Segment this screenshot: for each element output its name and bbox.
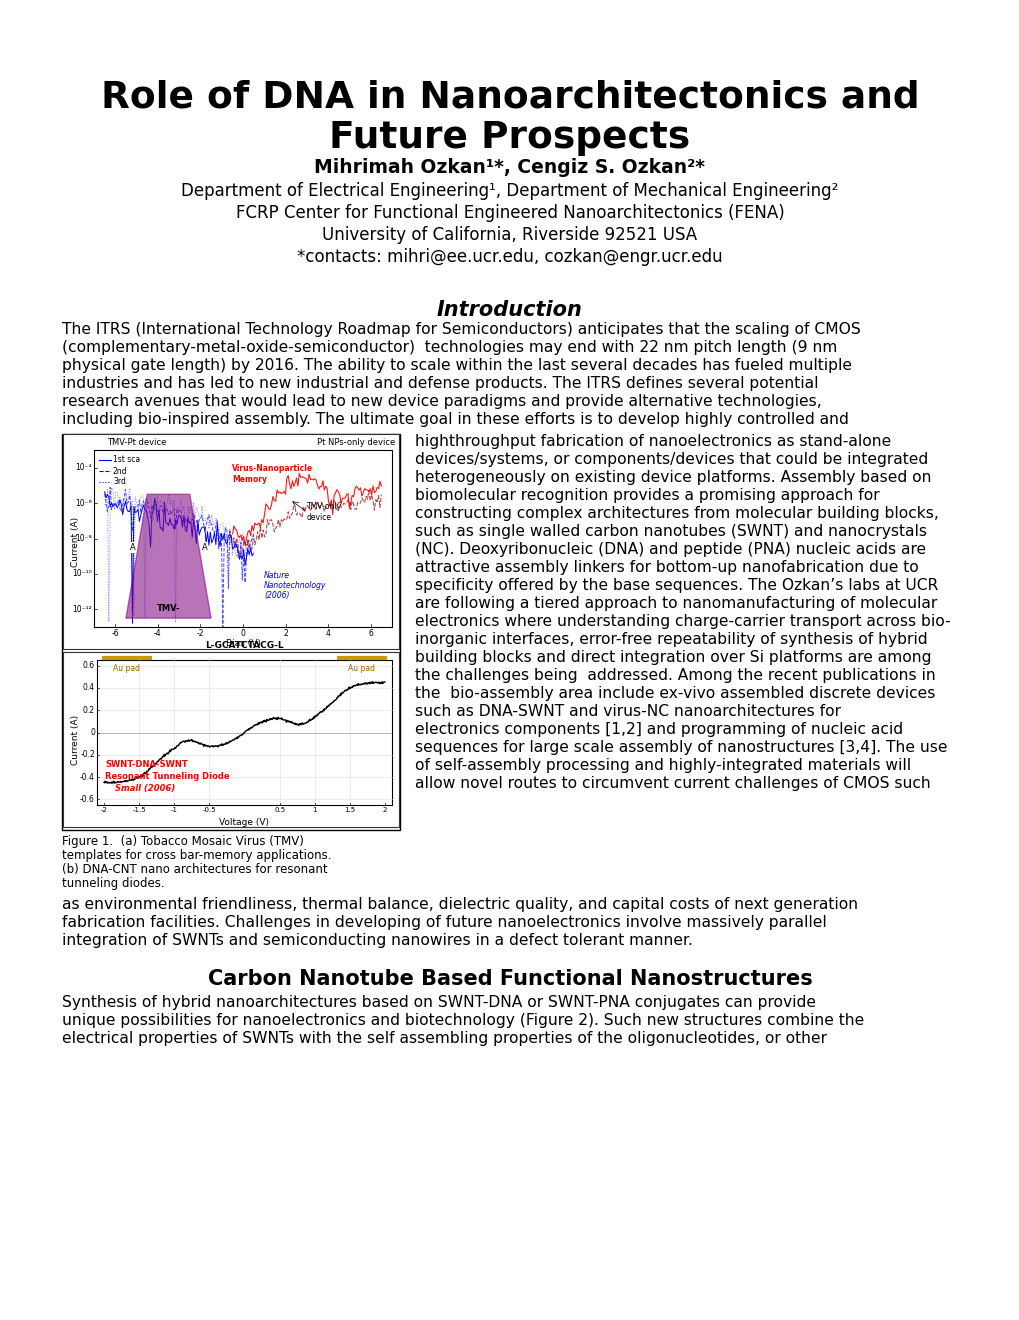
Text: are following a tiered approach to nanomanufacturing of molecular: are following a tiered approach to nanom…: [415, 597, 936, 611]
Text: the challenges being  addressed. Among the recent publications in: the challenges being addressed. Among th…: [415, 668, 934, 682]
Text: Au pad: Au pad: [348, 664, 375, 673]
Text: -2: -2: [101, 807, 107, 813]
Text: TMV-: TMV-: [157, 603, 180, 612]
Text: The ITRS (International Technology Roadmap for Semiconductors) anticipates that : The ITRS (International Technology Roadm…: [62, 322, 860, 337]
Text: as environmental friendliness, thermal balance, dielectric quality, and capital : as environmental friendliness, thermal b…: [62, 898, 857, 912]
Text: 10⁻¹²: 10⁻¹²: [72, 605, 92, 614]
Text: 2nd: 2nd: [113, 466, 127, 475]
Text: electronics where understanding charge-carrier transport across bio-: electronics where understanding charge-c…: [415, 614, 950, 630]
Text: 0: 0: [90, 729, 95, 737]
Text: such as DNA-SWNT and virus-NC nanoarchitectures for: such as DNA-SWNT and virus-NC nanoarchit…: [415, 704, 841, 719]
Text: A: A: [202, 543, 207, 552]
Text: highthroughput fabrication of nanoelectronics as stand-alone: highthroughput fabrication of nanoelectr…: [415, 434, 891, 449]
Text: 1: 1: [312, 807, 317, 813]
Text: unique possibilities for nanoelectronics and biotechnology (Figure 2). Such new : unique possibilities for nanoelectronics…: [62, 1012, 863, 1028]
Text: Figure 1.  (a) Tobacco Mosaic Virus (TMV): Figure 1. (a) Tobacco Mosaic Virus (TMV): [62, 836, 304, 847]
FancyBboxPatch shape: [63, 434, 398, 649]
Text: Voltage (V): Voltage (V): [219, 818, 269, 828]
Text: integration of SWNTs and semiconducting nanowires in a defect tolerant manner.: integration of SWNTs and semiconducting …: [62, 933, 692, 948]
Text: of self-assembly processing and highly-integrated materials will: of self-assembly processing and highly-i…: [415, 758, 910, 774]
Text: sequences for large scale assembly of nanostructures [3,4]. The use: sequences for large scale assembly of na…: [415, 741, 947, 755]
Text: -0.5: -0.5: [203, 807, 216, 813]
Text: -0.2: -0.2: [81, 750, 95, 759]
Text: -4: -4: [154, 630, 161, 638]
Text: 10⁻⁸: 10⁻⁸: [75, 535, 92, 543]
Text: 0: 0: [240, 630, 246, 638]
Text: devices/systems, or components/devices that could be integrated: devices/systems, or components/devices t…: [415, 451, 927, 467]
Text: physical gate length) by 2016. The ability to scale within the last several deca: physical gate length) by 2016. The abili…: [62, 358, 851, 374]
Text: Pt NPs-only device: Pt NPs-only device: [317, 438, 394, 447]
Text: -0.6: -0.6: [81, 795, 95, 804]
Text: 1st sca: 1st sca: [113, 455, 140, 465]
Text: -1: -1: [170, 807, 177, 813]
Text: 2: 2: [382, 807, 387, 813]
Text: Mihrimah Ozkan¹*, Cengiz S. Ozkan²*: Mihrimah Ozkan¹*, Cengiz S. Ozkan²*: [314, 158, 705, 177]
Text: -0.4: -0.4: [81, 772, 95, 781]
Text: Nature
Nanotechnology
(2006): Nature Nanotechnology (2006): [264, 570, 326, 601]
Text: Current (A): Current (A): [71, 516, 81, 566]
Text: (b) DNA-CNT nano architectures for resonant: (b) DNA-CNT nano architectures for reson…: [62, 863, 327, 876]
FancyBboxPatch shape: [62, 434, 399, 830]
Text: L-GCATCTACG-L: L-GCATCTACG-L: [205, 642, 283, 649]
Text: 0.4: 0.4: [83, 684, 95, 693]
Text: research avenues that would lead to new device paradigms and provide alternative: research avenues that would lead to new …: [62, 393, 821, 409]
Text: including bio-inspired assembly. The ultimate goal in these efforts is to develo: including bio-inspired assembly. The ult…: [62, 412, 848, 426]
Text: A: A: [129, 543, 136, 552]
Polygon shape: [125, 494, 211, 618]
Text: Virus-Nanoparticle
Memory: Virus-Nanoparticle Memory: [232, 465, 313, 483]
Text: 0.5: 0.5: [274, 807, 285, 813]
Text: electrical properties of SWNTs with the self assembling properties of the oligon: electrical properties of SWNTs with the …: [62, 1031, 826, 1045]
Text: fabrication facilities. Challenges in developing of future nanoelectronics invol: fabrication facilities. Challenges in de…: [62, 915, 826, 931]
Text: Department of Electrical Engineering¹, Department of Mechanical Engineering²: Department of Electrical Engineering¹, D…: [181, 182, 838, 201]
Text: 4: 4: [325, 630, 330, 638]
Text: Future Prospects: Future Prospects: [329, 120, 690, 156]
Text: 0.6: 0.6: [83, 661, 95, 671]
Text: industries and has led to new industrial and defense products. The ITRS defines : industries and has led to new industrial…: [62, 376, 817, 391]
Text: such as single walled carbon nanotubes (SWNT) and nanocrystals: such as single walled carbon nanotubes (…: [415, 524, 926, 539]
Text: inorganic interfaces, error-free repeatability of synthesis of hybrid: inorganic interfaces, error-free repeata…: [415, 632, 926, 647]
Text: allow novel routes to circumvent current challenges of CMOS such: allow novel routes to circumvent current…: [415, 776, 930, 791]
Text: 6: 6: [368, 630, 373, 638]
Text: specificity offered by the base sequences. The Ozkan’s labs at UCR: specificity offered by the base sequence…: [415, 578, 937, 593]
Text: templates for cross bar-memory applications.: templates for cross bar-memory applicati…: [62, 849, 331, 862]
Text: attractive assembly linkers for bottom-up nanofabrication due to: attractive assembly linkers for bottom-u…: [415, 560, 918, 576]
Text: 2: 2: [283, 630, 287, 638]
Text: 10⁻¹⁰: 10⁻¹⁰: [72, 569, 92, 578]
Text: (complementary-metal-oxide-semiconductor)  technologies may end with 22 nm pitch: (complementary-metal-oxide-semiconductor…: [62, 341, 837, 355]
Text: -1.5: -1.5: [132, 807, 146, 813]
Text: *contacts: mihri@ee.ucr.edu, cozkan@engr.ucr.edu: *contacts: mihri@ee.ucr.edu, cozkan@engr…: [297, 248, 722, 267]
Text: Resonant Tunneling Diode: Resonant Tunneling Diode: [105, 772, 229, 781]
Text: (NC). Deoxyribonucleic (DNA) and peptide (PNA) nucleic acids are: (NC). Deoxyribonucleic (DNA) and peptide…: [415, 543, 925, 557]
Text: Synthesis of hybrid nanoarchitectures based on SWNT-DNA or SWNT-PNA conjugates c: Synthesis of hybrid nanoarchitectures ba…: [62, 995, 815, 1010]
Text: 3rd: 3rd: [113, 478, 125, 487]
Text: 10⁻⁴: 10⁻⁴: [75, 463, 92, 473]
Text: constructing complex architectures from molecular building blocks,: constructing complex architectures from …: [415, 506, 937, 521]
Text: Current (A): Current (A): [71, 714, 81, 764]
Text: the  bio-assembly area include ex-vivo assembled discrete devices: the bio-assembly area include ex-vivo as…: [415, 686, 934, 701]
Text: 1.5: 1.5: [344, 807, 355, 813]
Text: -2: -2: [197, 630, 204, 638]
Text: building blocks and direct integration over Si platforms are among: building blocks and direct integration o…: [415, 649, 930, 665]
Text: University of California, Riverside 92521 USA: University of California, Riverside 9252…: [322, 226, 697, 244]
Text: Role of DNA in Nanoarchitectonics and: Role of DNA in Nanoarchitectonics and: [101, 81, 918, 116]
Text: 0.2: 0.2: [83, 706, 95, 714]
Text: TMV-Pt device: TMV-Pt device: [107, 438, 166, 447]
Text: FCRP Center for Functional Engineered Nanoarchitectonics (FENA): FCRP Center for Functional Engineered Na…: [235, 205, 784, 222]
Text: 10⁻⁶: 10⁻⁶: [75, 499, 92, 508]
Text: biomolecular recognition provides a promising approach for: biomolecular recognition provides a prom…: [415, 488, 878, 503]
FancyBboxPatch shape: [63, 652, 398, 828]
Text: electronics components [1,2] and programming of nucleic acid: electronics components [1,2] and program…: [415, 722, 902, 737]
Text: Carbon Nanotube Based Functional Nanostructures: Carbon Nanotube Based Functional Nanostr…: [208, 969, 811, 989]
Text: heterogeneously on existing device platforms. Assembly based on: heterogeneously on existing device platf…: [415, 470, 930, 484]
Text: -6: -6: [111, 630, 119, 638]
Text: Small (2006): Small (2006): [115, 784, 175, 793]
Text: TMV-only
device: TMV-only device: [307, 502, 341, 521]
Text: SWNT-DNA-SWNT: SWNT-DNA-SWNT: [105, 760, 187, 770]
Text: Au pad: Au pad: [113, 664, 141, 673]
Text: Introduction: Introduction: [436, 300, 583, 319]
Text: Bias (V): Bias (V): [225, 639, 260, 648]
Text: tunneling diodes.: tunneling diodes.: [62, 876, 164, 890]
